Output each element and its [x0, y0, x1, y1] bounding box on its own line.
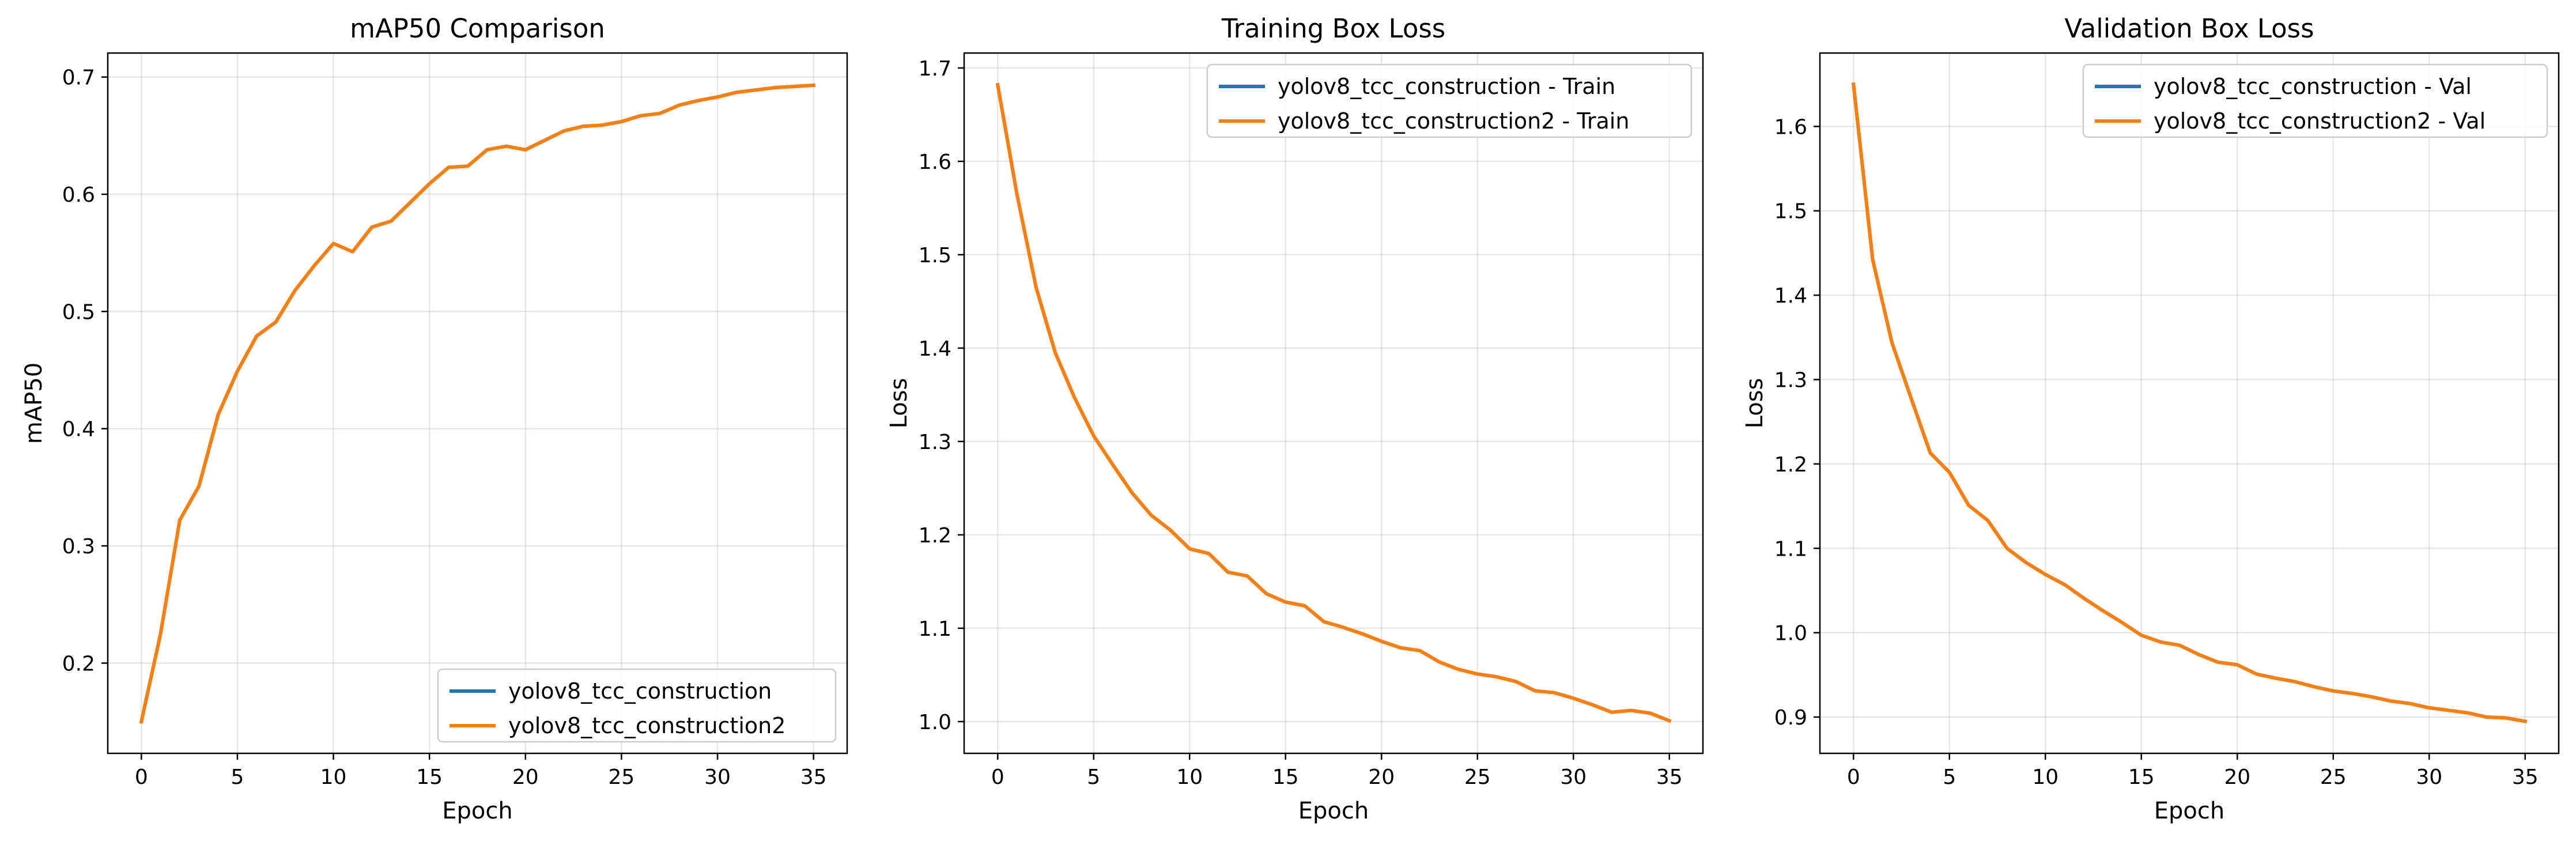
legend: yolov8_tcc_construction - Val yolov8_tcc_…	[2082, 63, 2548, 138]
y-tick-label: 1.4	[1774, 284, 1807, 308]
y-tick-label: 1.0	[1774, 622, 1807, 646]
legend-box	[1206, 63, 1693, 138]
y-tick-label: 0.2	[62, 652, 95, 676]
x-tick-label: 30	[1560, 765, 1587, 789]
chart-panel-3: 0 5 10 15 20 25 30 35 0.9 1.0 1.1 1.2 1.3 1.4 1.5 1.6 Va…	[1742, 13, 2560, 824]
y-tick-label: 1.5	[1774, 200, 1807, 224]
x-tick-label: 10	[1176, 765, 1203, 789]
y-axis-label: Loss	[886, 378, 912, 429]
y-tick-label: 1.0	[919, 711, 951, 734]
series-line-1	[1851, 82, 2528, 723]
y-tick-label: 1.2	[919, 524, 951, 548]
series-line-2	[1851, 82, 2528, 723]
plot-frame	[963, 52, 1704, 755]
x-tick-label: 20	[512, 765, 539, 789]
y-tick-label: 1.1	[919, 617, 951, 641]
legend: yolov8_tcc_construction - Train yolov8_tc…	[1206, 63, 1693, 138]
x-tick-label: 5	[1087, 765, 1100, 789]
x-tick-label: 20	[1368, 765, 1395, 789]
chart-panel-1: 0 5 10 15 20 25 30 35 0.2 0.3 0.4 0.5 0.6 0.7 mAP50 Co…	[21, 13, 848, 824]
y-tick-label: 0.9	[1774, 706, 1807, 730]
chart-panel-2: 0 5 10 15 20 25 30 35 1.0 1.1 1.2 1.3 1.4 1.5 1.6 1.7 Tr…	[886, 13, 1704, 824]
y-axis-label: mAP50	[21, 363, 47, 444]
x-tick-label: 30	[704, 765, 731, 789]
chart-title: Training Box Loss	[1221, 13, 1446, 44]
legend-label: yolov8_tcc_construction - Val	[2154, 74, 2472, 99]
y-tick-label: 1.3	[919, 431, 951, 454]
legend-label: yolov8_tcc_construction2 - Val	[2154, 108, 2486, 134]
y-tick-label: 0.5	[62, 300, 95, 324]
y-tick-label: 1.2	[1774, 453, 1807, 477]
x-tick-label: 15	[1272, 765, 1299, 789]
y-tick-label: 0.6	[62, 183, 95, 207]
legend-label: yolov8_tcc_construction2 - Train	[1278, 108, 1629, 134]
plot-frame	[107, 52, 848, 755]
x-axis-label: Epoch	[2154, 798, 2224, 824]
y-tick-label: 1.4	[919, 337, 951, 361]
legend-label: yolov8_tcc_construction	[508, 678, 772, 704]
legend-box	[2082, 63, 2548, 138]
x-tick-label: 0	[135, 765, 148, 789]
x-tick-label: 15	[2128, 765, 2155, 789]
x-tick-label: 35	[2512, 765, 2539, 789]
x-tick-label: 35	[1656, 765, 1683, 789]
y-tick-label: 1.6	[1774, 115, 1807, 139]
chart-title: Validation Box Loss	[2064, 13, 2314, 44]
x-tick-label: 35	[800, 765, 827, 789]
x-tick-label: 20	[2224, 765, 2250, 789]
legend-label: yolov8_tcc_construction - Train	[1278, 74, 1615, 99]
series-line-2	[995, 82, 1672, 723]
legend-label: yolov8_tcc_construction2	[508, 713, 785, 738]
plot-frame	[1819, 52, 2560, 755]
x-tick-label: 10	[2032, 765, 2058, 789]
y-tick-label: 1.7	[919, 57, 951, 81]
legend: yolov8_tcc_construction yolov8_tcc_constr…	[437, 668, 837, 743]
y-tick-label: 1.5	[919, 244, 951, 267]
x-tick-label: 5	[1943, 765, 1956, 789]
x-tick-label: 0	[991, 765, 1004, 789]
x-tick-label: 25	[1464, 765, 1491, 789]
x-tick-label: 30	[2416, 765, 2442, 789]
x-tick-label: 0	[1847, 765, 1860, 789]
x-tick-label: 25	[2320, 765, 2347, 789]
y-tick-label: 0.3	[62, 535, 95, 559]
legend-box	[437, 668, 837, 743]
x-tick-label: 10	[320, 765, 347, 789]
y-tick-label: 1.3	[1774, 369, 1807, 393]
x-axis-label: Epoch	[1298, 798, 1369, 824]
series-line-1	[139, 83, 815, 724]
y-axis-label: Loss	[1742, 378, 1768, 429]
y-tick-label: 0.7	[62, 66, 95, 90]
chart-title: mAP50 Comparison	[350, 13, 605, 44]
x-tick-label: 15	[416, 765, 443, 789]
y-tick-label: 1.6	[919, 150, 951, 174]
x-axis-label: Epoch	[442, 798, 512, 824]
x-tick-label: 5	[231, 765, 244, 789]
y-tick-label: 0.4	[62, 418, 95, 442]
series-line-2	[139, 83, 815, 724]
x-tick-label: 25	[609, 765, 635, 789]
y-tick-label: 1.1	[1774, 537, 1807, 561]
